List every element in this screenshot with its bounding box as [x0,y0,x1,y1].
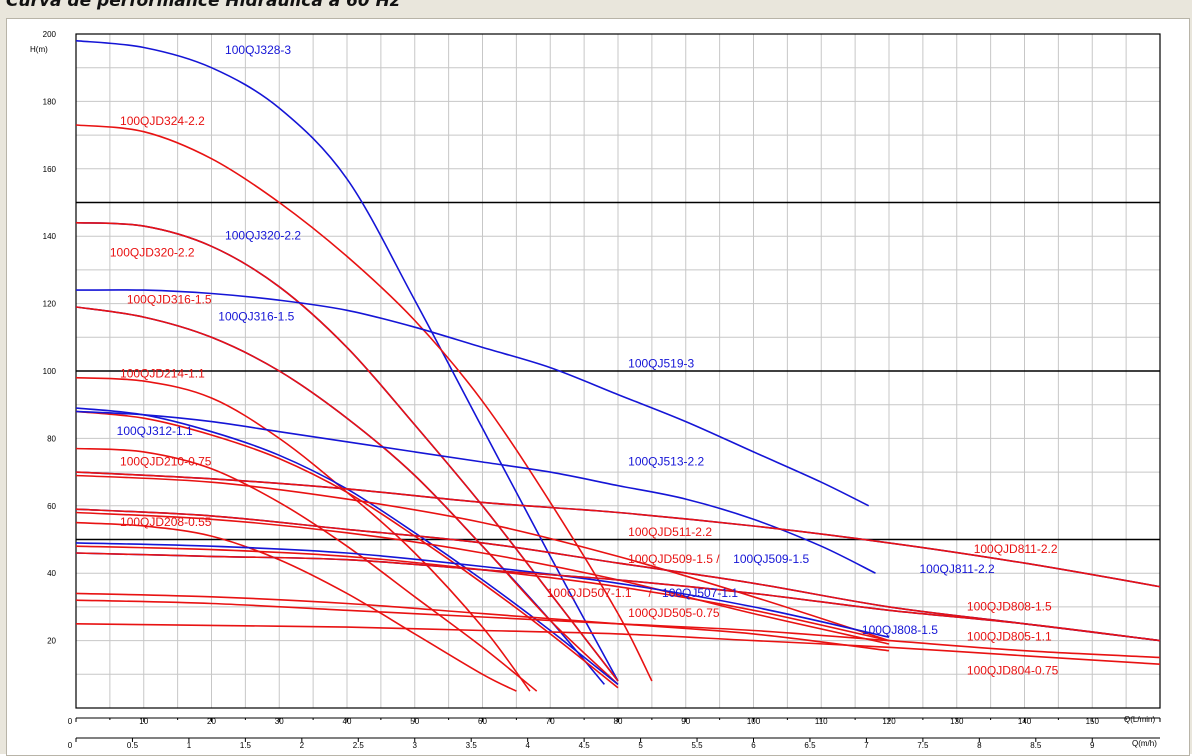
x-tick-label: 140 [1018,717,1032,726]
axes: H(m) Q(L/min) Q(m/h) 2040608010012014016… [30,30,1161,750]
curve-label: 100QJD507-1.1 [547,586,632,600]
y-tick-label: 180 [43,97,57,106]
curve-label: 100QJ316-1.5 [218,309,294,323]
series-line [75,521,517,692]
x2-tick-label: 3.5 [466,741,478,750]
curve-label: 100QJD316-1.5 [127,293,212,307]
curve-label: 100QJD511-2.2 [628,525,712,539]
x-tick-label: 20 [207,717,216,726]
series-line [75,289,870,507]
x-tick-label: 50 [410,717,419,726]
x2-tick-label: 1 [187,741,192,750]
curve-label: 100QJ328-3 [225,43,291,57]
x-tick-label: 10 [139,717,148,726]
curve-label: 100QJ312-1.1 [117,424,193,438]
x2-tick-label: 7.5 [917,741,929,750]
y-tick-label: 160 [43,165,57,174]
series-line [75,474,890,642]
x2-tick-label: 6 [751,741,756,750]
series-line [75,471,1161,588]
curve-label: 100QJD811-2.2 [974,542,1058,556]
series-line [75,623,1161,665]
curve-label: / [648,586,652,600]
y-tick-label: 60 [47,502,56,511]
x2-tick-label: 7 [864,741,869,750]
series-line [75,447,538,692]
x2-tick-label: 4.5 [579,741,591,750]
curve-label: 100QJ519-3 [628,357,694,371]
x2-tick-label: 2.5 [353,741,365,750]
y-tick-label: 120 [43,300,57,309]
x-tick-label: 0 [68,717,73,726]
x-tick-label: 120 [882,717,896,726]
x2-tick-label: 2 [300,741,305,750]
curve-label: 100QJD509-1.5 / [628,552,720,566]
curve-labels: 100QJ328-3 100QJD324-2.2 100QJ320-2.2 100QJ… [110,43,1059,677]
x-tick-label: 90 [681,717,690,726]
series-line [75,511,890,645]
curve-label: 100QJ320-2.2 [225,229,301,243]
x2-tick-label: 4 [525,741,530,750]
x-axis-label: Q(L/min) [1124,715,1155,724]
x-tick-label: 70 [546,717,555,726]
reference-lines [76,201,1160,541]
y-tick-label: 40 [47,569,56,578]
page-title: Curva de performance Hidraulica a 60 Hz [6,0,400,11]
x2-tick-label: 0.5 [127,741,139,750]
curve-label: 100QJ811-2.2 [919,562,994,576]
curve-label: 100QJ513-2.2 [628,454,704,468]
x2-tick-label: 0 [68,741,73,750]
x-tick-label: 130 [950,717,964,726]
y-tick-label: 200 [43,30,57,39]
series-line [75,599,1161,659]
curve-label: 100QJ509-1.5 [733,552,809,566]
series-line [75,552,1161,642]
series-line [75,410,619,689]
x2-axis-label: Q(m/h) [1132,739,1157,748]
series-curves [75,39,1161,692]
y-tick-label: 140 [43,232,57,241]
x-tick-label: 30 [275,717,284,726]
x-tick-label: 80 [614,717,623,726]
curve-label: 100QJ507-1.1 [662,586,738,600]
x2-tick-label: 1.5 [240,741,252,750]
curve-label: 100QJD505-0.75 [628,606,720,620]
curve-label: 100QJD805-1.1 [967,630,1052,644]
series-line [75,410,876,574]
x-tick-label: 40 [343,717,352,726]
curve-label: 100QJ808-1.5 [862,623,938,637]
x2-tick-label: 9 [1090,741,1095,750]
x-tick-label: 100 [747,717,761,726]
series-line [75,592,890,652]
curve-label: 100QJD214-1.1 [120,367,205,381]
x-tick-label: 150 [1086,717,1100,726]
series-line [75,542,890,638]
series-line [75,306,619,685]
x-tick-label: 60 [478,717,487,726]
x2-tick-label: 6.5 [804,741,816,750]
curve-label: 100QJD804-0.75 [967,663,1059,677]
x-tick-label: 110 [815,717,828,726]
y-tick-label: 80 [47,434,56,443]
x2-tick-label: 8 [977,741,982,750]
curve-label: 100QJD808-1.5 [967,599,1052,613]
curve-label: 100QJD324-2.2 [120,114,205,128]
x2-tick-label: 8.5 [1030,741,1042,750]
y-tick-label: 100 [43,367,57,376]
x2-tick-label: 5.5 [691,741,703,750]
curve-label: 100QJD320-2.2 [110,245,195,259]
curve-label: 100QJD210-0.75 [120,454,212,468]
curve-label: 100QJD208-0.55 [120,515,212,529]
y-axis-label: H(m) [30,45,48,54]
y-tick-label: 20 [47,637,56,646]
x2-tick-label: 3 [413,741,418,750]
x2-tick-label: 5 [638,741,643,750]
